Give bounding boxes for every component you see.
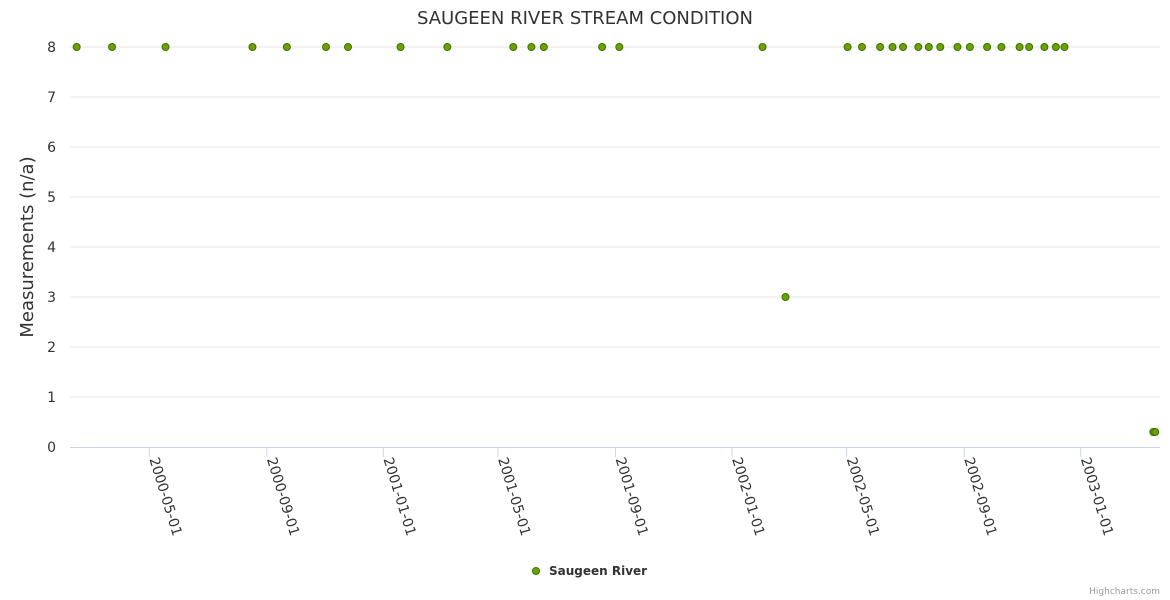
x-tick-label: 2001-09-01	[612, 455, 651, 537]
data-point[interactable]	[914, 43, 923, 51]
data-point[interactable]	[1015, 43, 1024, 51]
y-tick-label: 1	[47, 390, 56, 406]
x-tick-label: 2000-05-01	[145, 455, 184, 537]
data-point[interactable]	[282, 43, 291, 51]
data-point[interactable]	[1051, 43, 1060, 51]
data-point[interactable]	[1060, 43, 1069, 51]
x-tick-label: 2001-01-01	[380, 455, 419, 537]
data-point[interactable]	[997, 43, 1006, 51]
y-tick-label: 2	[47, 340, 56, 356]
y-tick-label: 4	[47, 240, 56, 256]
data-point[interactable]	[899, 43, 908, 51]
data-point[interactable]	[343, 43, 352, 51]
legend-marker-icon	[532, 567, 540, 575]
legend[interactable]: Saugeen River	[532, 564, 648, 578]
data-point[interactable]	[539, 43, 548, 51]
x-tick-label: 2002-05-01	[843, 455, 882, 537]
credits-link[interactable]: Highcharts.com	[1089, 587, 1160, 597]
y-tick-label: 8	[47, 40, 56, 56]
data-point[interactable]	[965, 43, 974, 51]
data-point[interactable]	[983, 43, 992, 51]
data-point[interactable]	[396, 43, 405, 51]
data-point[interactable]	[322, 43, 331, 51]
data-point[interactable]	[857, 43, 866, 51]
data-point[interactable]	[843, 43, 852, 51]
data-point[interactable]	[1025, 43, 1034, 51]
x-tick-label: 2001-05-01	[494, 455, 533, 537]
data-point[interactable]	[1040, 43, 1049, 51]
y-axis: 0 1 2 3 4 5 6 7 8	[47, 40, 56, 456]
data-point[interactable]	[443, 43, 452, 51]
data-point[interactable]	[72, 43, 81, 51]
data-point[interactable]	[924, 43, 933, 51]
series-saugeen-river[interactable]	[72, 43, 1160, 436]
data-point[interactable]	[108, 43, 117, 51]
y-tick-label: 0	[47, 440, 56, 456]
y-tick-label: 7	[47, 90, 56, 106]
grid-lines	[70, 46, 1160, 398]
data-point[interactable]	[527, 43, 536, 51]
data-point[interactable]	[936, 43, 945, 51]
x-tick-label: 2002-09-01	[960, 455, 999, 537]
data-point[interactable]	[876, 43, 885, 51]
legend-item-saugeen-river[interactable]: Saugeen River	[549, 564, 647, 578]
data-point[interactable]	[598, 43, 607, 51]
chart-title: SAUGEEN RIVER STREAM CONDITION	[417, 8, 753, 29]
x-tick-label: 2000-09-01	[263, 455, 302, 537]
x-tick-label: 2002-01-01	[728, 455, 767, 537]
data-point[interactable]	[758, 43, 767, 51]
y-axis-title: Measurements (n/a)	[17, 156, 38, 337]
data-point[interactable]	[615, 43, 624, 51]
data-point[interactable]	[161, 43, 170, 51]
data-point[interactable]	[888, 43, 897, 51]
y-tick-label: 6	[47, 140, 56, 156]
data-point[interactable]	[953, 43, 962, 51]
data-point[interactable]	[248, 43, 257, 51]
data-point[interactable]	[1151, 428, 1160, 436]
x-tick-label: 2003-01-01	[1077, 455, 1116, 537]
x-axis: 2000-05-01 2000-09-01 2001-01-01 2001-05-01…	[145, 447, 1116, 538]
y-tick-label: 5	[47, 190, 56, 206]
data-point[interactable]	[781, 293, 790, 301]
y-tick-label: 3	[47, 290, 56, 306]
data-point[interactable]	[509, 43, 518, 51]
